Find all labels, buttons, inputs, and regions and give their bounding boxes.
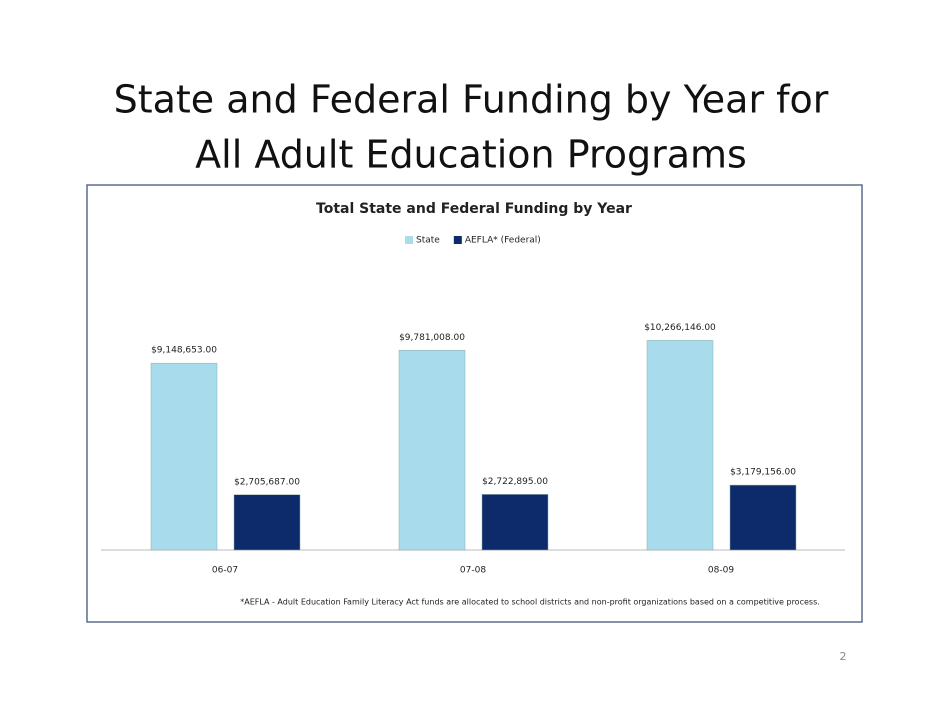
x-tick-label: 08-09 (708, 566, 734, 576)
value-label: $9,148,653.00 (151, 346, 217, 356)
bar (233, 494, 301, 551)
bar (398, 350, 466, 551)
legend-label: AEFLA* (Federal) (465, 236, 541, 246)
footnote: *AEFLA - Adult Education Family Literacy… (240, 598, 820, 607)
value-label: $2,705,687.00 (234, 477, 300, 487)
chart-title: Total State and Federal Funding by Year (316, 201, 632, 217)
value-label: $10,266,146.00 (644, 323, 716, 333)
page-number: 2 (840, 650, 847, 663)
value-label: $9,781,008.00 (399, 333, 465, 343)
value-label: $2,722,895.00 (482, 477, 548, 487)
bar (481, 494, 549, 551)
slide-title: All Adult Education Programs (195, 133, 747, 177)
bar (150, 362, 218, 551)
legend-label: State (416, 236, 440, 246)
slide-title: State and Federal Funding by Year for (114, 78, 829, 122)
bar (646, 340, 714, 551)
x-tick-label: 07-08 (460, 566, 486, 576)
legend-swatch (453, 236, 462, 244)
value-label: $3,179,156.00 (730, 468, 796, 478)
x-tick-label: 06-07 (212, 566, 238, 576)
legend-swatch (405, 236, 413, 244)
bar (729, 484, 797, 551)
